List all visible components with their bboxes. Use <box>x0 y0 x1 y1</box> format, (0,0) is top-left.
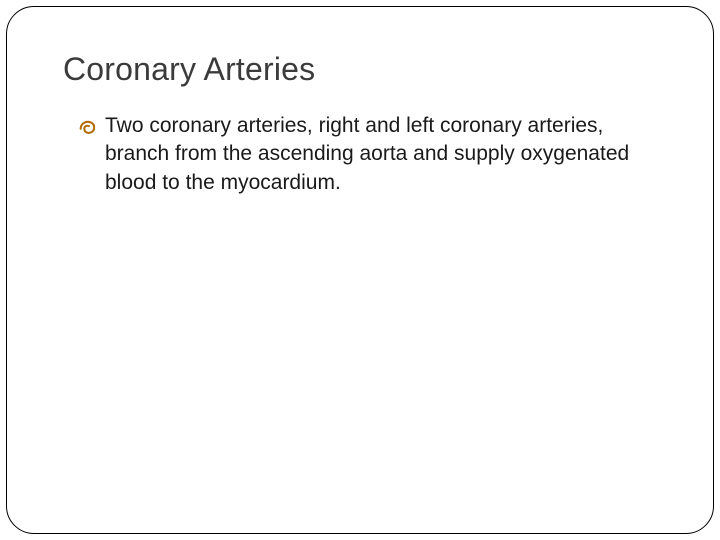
swirl-bullet-icon <box>77 116 99 138</box>
slide-frame: Coronary Arteries Two coronary arteries,… <box>6 6 714 534</box>
slide-title: Coronary Arteries <box>63 51 657 88</box>
bullet-list: Two coronary arteries, right and left co… <box>63 112 657 197</box>
bullet-text: Two coronary arteries, right and left co… <box>105 114 629 194</box>
list-item: Two coronary arteries, right and left co… <box>83 112 657 197</box>
